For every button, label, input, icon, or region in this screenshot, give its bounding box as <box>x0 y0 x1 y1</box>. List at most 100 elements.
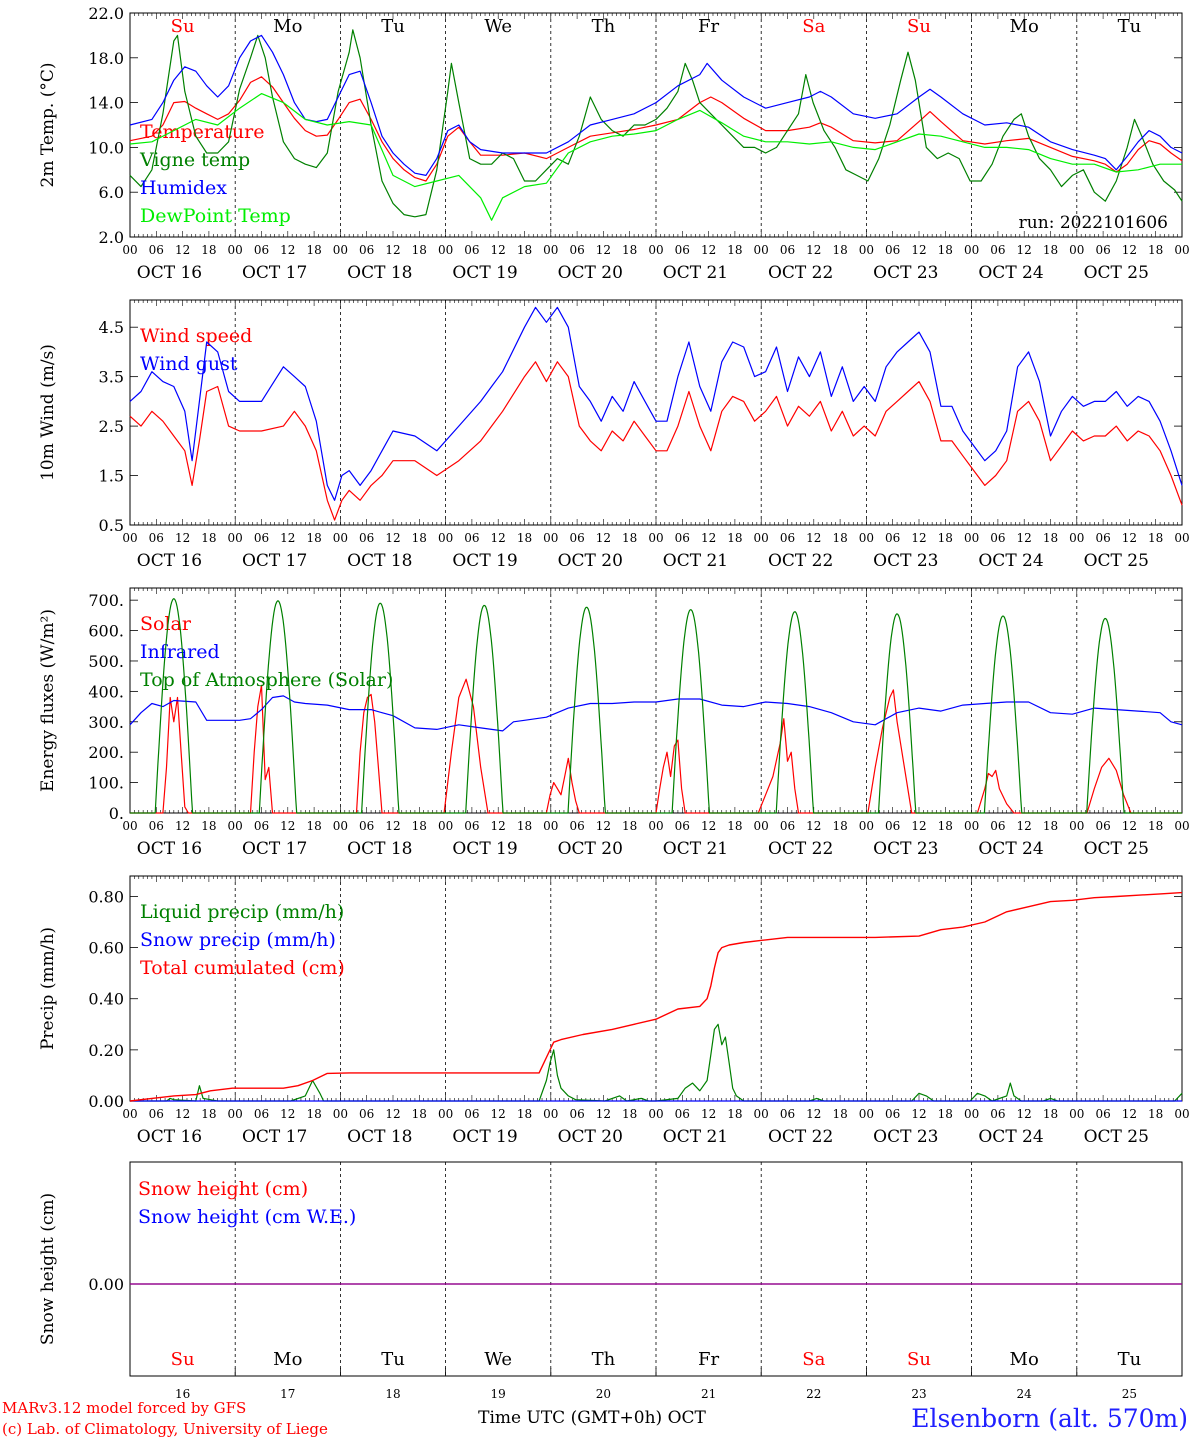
y-tick-label: 500. <box>88 652 124 671</box>
hour-tick-label: 18 <box>622 819 637 833</box>
hour-tick-label: 06 <box>569 819 584 833</box>
hour-tick-label: 12 <box>1122 243 1137 257</box>
y-tick-label: 1.5 <box>99 467 124 486</box>
y-tick-label: 22.0 <box>88 4 124 23</box>
y-tick-label: 0.20 <box>88 1041 124 1060</box>
weekday-label: Su <box>171 16 195 37</box>
y-tick-label: 2.5 <box>99 417 124 436</box>
date-label: OCT 23 <box>873 551 938 571</box>
hour-tick-label: 00 <box>438 243 453 257</box>
hour-tick-label: 06 <box>990 531 1005 545</box>
y-tick-label: 6.0 <box>99 183 124 202</box>
date-label: OCT 17 <box>242 1127 307 1147</box>
hour-tick-label: 06 <box>780 819 795 833</box>
hour-tick-label: 12 <box>385 243 400 257</box>
hour-tick-label: 18 <box>832 243 847 257</box>
hour-tick-label: 18 <box>517 819 532 833</box>
hour-tick-label: 00 <box>754 1107 769 1121</box>
weekday-label: We <box>484 16 512 37</box>
date-label: OCT 18 <box>347 1127 412 1147</box>
day-number-label: 20 <box>596 1387 611 1401</box>
day-number-label: 25 <box>1122 1387 1137 1401</box>
hour-tick-label: 00 <box>333 243 348 257</box>
hour-tick-label: 18 <box>1148 531 1163 545</box>
hour-tick-label: 12 <box>911 1107 926 1121</box>
weekday-label: Th <box>592 16 616 37</box>
hour-tick-label: 06 <box>1095 243 1110 257</box>
hour-tick-label: 00 <box>859 531 874 545</box>
weekday-label: Fr <box>698 16 719 37</box>
y-tick-label: 400. <box>88 682 124 701</box>
hour-tick-label: 12 <box>1017 1107 1032 1121</box>
time-axis-title: Time UTC (GMT+0h) OCT <box>478 1408 706 1428</box>
hour-tick-label: 00 <box>1174 819 1189 833</box>
series-line-1 <box>129 76 1183 182</box>
hour-tick-label: 00 <box>438 1107 453 1121</box>
date-label: OCT 19 <box>452 263 517 283</box>
date-label: OCT 20 <box>558 839 623 859</box>
y-tick-label: 4.5 <box>99 318 124 337</box>
day-number-label: 16 <box>175 1387 190 1401</box>
day-number-label: 23 <box>911 1387 926 1401</box>
date-label: OCT 23 <box>873 1127 938 1147</box>
y-axis-label: Energy fluxes (W/m²) <box>38 609 58 792</box>
y-tick-label: 600. <box>88 622 124 641</box>
hour-tick-label: 06 <box>359 243 374 257</box>
date-label: OCT 21 <box>663 551 728 571</box>
hour-tick-label: 00 <box>122 1107 137 1121</box>
hour-tick-label: 00 <box>1174 531 1189 545</box>
hour-tick-label: 12 <box>491 243 506 257</box>
hour-tick-label: 00 <box>754 819 769 833</box>
credits: MARv3.12 model forced by GFS (c) Lab. of… <box>2 1399 1188 1438</box>
y-tick-label: 0.40 <box>88 990 124 1009</box>
hour-tick-label: 00 <box>1069 819 1084 833</box>
legend-entry: Humidex <box>140 177 227 199</box>
hour-tick-label: 18 <box>306 243 321 257</box>
hour-tick-label: 12 <box>806 531 821 545</box>
series-line-3 <box>129 891 1183 1102</box>
date-label: OCT 18 <box>347 839 412 859</box>
hour-tick-label: 06 <box>990 1107 1005 1121</box>
date-label: OCT 19 <box>452 839 517 859</box>
y-tick-label: 2.0 <box>99 228 124 247</box>
y-tick-label: 300. <box>88 713 124 732</box>
hour-tick-label: 12 <box>596 531 611 545</box>
hour-tick-label: 00 <box>543 1107 558 1121</box>
hour-tick-label: 06 <box>990 243 1005 257</box>
weekday-label: We <box>484 1349 512 1370</box>
y-tick-label: 100. <box>88 774 124 793</box>
hour-tick-label: 18 <box>412 243 427 257</box>
y-axis-label: Precip (mm/h) <box>38 927 58 1050</box>
legend-entry: Snow precip (mm/h) <box>140 929 336 951</box>
hour-tick-label: 06 <box>569 531 584 545</box>
hour-tick-label: 18 <box>201 819 216 833</box>
hour-tick-label: 00 <box>648 1107 663 1121</box>
hour-tick-label: 12 <box>596 243 611 257</box>
date-label: OCT 24 <box>978 839 1043 859</box>
date-label: OCT 25 <box>1084 551 1149 571</box>
hour-tick-label: 12 <box>280 1107 295 1121</box>
series-line-2 <box>129 29 1183 218</box>
hour-tick-label: 18 <box>1148 819 1163 833</box>
hour-tick-label: 06 <box>990 819 1005 833</box>
hour-tick-label: 06 <box>569 243 584 257</box>
hour-tick-label: 12 <box>701 1107 716 1121</box>
hour-tick-label: 18 <box>727 819 742 833</box>
plot-frame <box>129 299 1183 526</box>
hour-tick-label: 12 <box>385 819 400 833</box>
hour-tick-label: 12 <box>280 819 295 833</box>
hour-tick-label: 00 <box>964 1107 979 1121</box>
date-label: OCT 23 <box>873 263 938 283</box>
day-number-label: 18 <box>385 1387 400 1401</box>
day-number-label: 21 <box>701 1387 716 1401</box>
hour-tick-label: 18 <box>622 243 637 257</box>
hour-tick-label: 12 <box>175 819 190 833</box>
hour-tick-label: 06 <box>254 1107 269 1121</box>
hour-tick-label: 18 <box>938 1107 953 1121</box>
date-label: OCT 18 <box>347 263 412 283</box>
hour-tick-label: 00 <box>333 819 348 833</box>
hour-tick-label: 18 <box>412 531 427 545</box>
legend-entry: Temperature <box>140 121 264 143</box>
hour-tick-label: 18 <box>1043 1107 1058 1121</box>
